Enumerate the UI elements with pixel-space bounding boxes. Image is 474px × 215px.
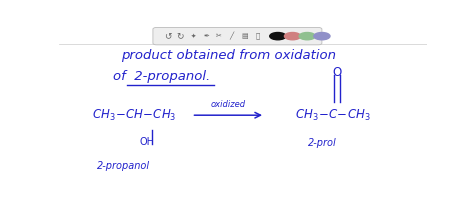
Text: ✒: ✒ [203,33,209,39]
Circle shape [270,32,286,40]
Text: $CH_3\!-\!CH\!-\!CH_3$: $CH_3\!-\!CH\!-\!CH_3$ [92,108,177,123]
Text: oxidized: oxidized [210,100,246,109]
Text: of  2-propanol.: of 2-propanol. [113,70,211,83]
Text: ⛰: ⛰ [255,33,260,39]
Text: 2-prol: 2-prol [308,138,336,148]
Text: ╱: ╱ [230,32,234,40]
Text: ▤: ▤ [241,33,248,39]
Circle shape [299,32,315,40]
Text: ✂: ✂ [216,33,222,39]
Text: $CH_3\!-\!C\!-\!CH_3$: $CH_3\!-\!C\!-\!CH_3$ [295,108,371,123]
Text: product obtained from oxidation: product obtained from oxidation [121,49,336,62]
Circle shape [284,32,301,40]
Text: O: O [332,66,341,79]
Circle shape [314,32,330,40]
Text: 2-propanol: 2-propanol [97,161,150,171]
Text: ↻: ↻ [177,32,184,41]
Text: OH: OH [140,137,155,147]
FancyBboxPatch shape [153,28,322,45]
Text: ✦: ✦ [191,34,196,39]
Text: ↺: ↺ [164,32,172,41]
